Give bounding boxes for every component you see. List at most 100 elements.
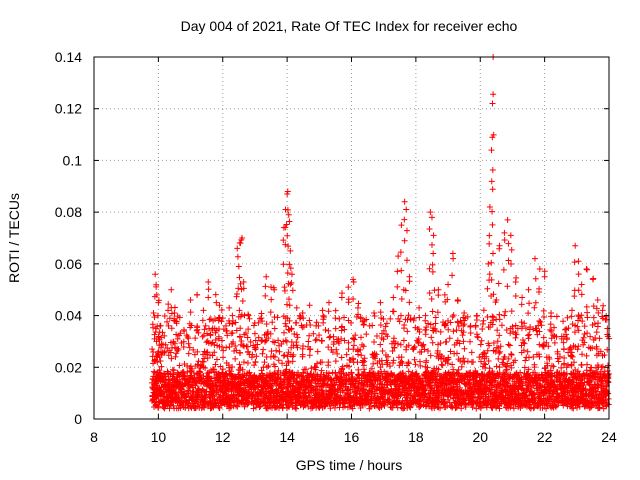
data-point — [578, 281, 585, 288]
data-point — [531, 404, 538, 411]
data-point — [435, 355, 442, 362]
data-point — [480, 307, 487, 314]
data-point — [165, 381, 172, 388]
data-point — [569, 353, 576, 360]
data-point — [472, 394, 479, 401]
data-points — [148, 54, 613, 412]
data-point — [589, 373, 596, 380]
data-point — [152, 356, 159, 363]
data-point — [580, 334, 587, 341]
data-point — [314, 348, 321, 355]
data-point — [154, 312, 161, 319]
data-point — [479, 326, 486, 333]
data-point — [355, 366, 362, 373]
data-point — [256, 404, 263, 411]
data-point — [252, 345, 259, 352]
data-point — [505, 341, 512, 348]
data-point — [325, 344, 332, 351]
data-point — [563, 331, 570, 338]
x-tick-label: 8 — [90, 429, 98, 445]
data-point — [454, 318, 461, 325]
data-point — [604, 367, 611, 374]
data-point — [154, 385, 161, 392]
data-point — [371, 376, 378, 383]
data-point — [599, 315, 606, 322]
data-point — [377, 394, 384, 401]
data-point — [481, 360, 488, 367]
data-point — [195, 358, 202, 365]
data-point — [237, 334, 244, 341]
data-point — [589, 344, 596, 351]
data-point — [272, 377, 279, 384]
data-point — [180, 343, 187, 350]
data-point — [288, 339, 295, 346]
data-point — [158, 363, 165, 370]
data-point — [566, 345, 573, 352]
data-point — [209, 392, 216, 399]
data-point — [380, 327, 387, 334]
data-point — [504, 360, 511, 367]
data-point — [372, 371, 379, 378]
data-point — [420, 341, 427, 348]
data-point — [299, 345, 306, 352]
data-point — [450, 328, 457, 335]
data-point — [461, 358, 468, 365]
data-point — [551, 339, 558, 346]
data-point — [530, 405, 537, 412]
data-point — [486, 365, 493, 372]
data-point — [518, 378, 525, 385]
data-point — [263, 321, 270, 328]
data-point — [302, 366, 309, 373]
data-point — [581, 339, 588, 346]
data-point — [553, 386, 560, 393]
data-point — [227, 404, 234, 411]
data-point — [507, 330, 514, 337]
data-point — [236, 307, 243, 314]
y-tick-label: 0 — [74, 411, 82, 427]
data-point — [480, 385, 487, 392]
data-point — [450, 366, 457, 373]
data-point — [419, 342, 426, 349]
x-tick-label: 22 — [537, 429, 553, 445]
data-point — [404, 362, 411, 369]
data-point — [271, 339, 278, 346]
data-point — [284, 353, 291, 360]
data-point — [525, 397, 532, 404]
data-point — [391, 344, 398, 351]
data-point — [488, 259, 495, 266]
data-point — [222, 388, 229, 395]
data-point — [289, 353, 296, 360]
data-point — [423, 357, 430, 364]
data-point — [204, 355, 211, 362]
data-point — [253, 353, 260, 360]
data-point — [401, 216, 408, 223]
data-point — [244, 334, 251, 341]
data-point — [501, 237, 508, 244]
data-point — [269, 388, 276, 395]
data-point — [427, 209, 434, 216]
data-point — [170, 339, 177, 346]
data-point — [262, 283, 269, 290]
data-point — [206, 316, 213, 323]
data-point — [280, 237, 287, 244]
data-point — [575, 287, 582, 294]
data-point — [583, 303, 590, 310]
data-point — [269, 319, 276, 326]
data-point — [526, 300, 533, 307]
data-point — [195, 329, 202, 336]
data-point — [444, 317, 451, 324]
data-point — [329, 349, 336, 356]
data-point — [325, 308, 332, 315]
data-point — [535, 289, 542, 296]
data-point — [194, 391, 201, 398]
data-point — [212, 337, 219, 344]
data-point — [161, 348, 168, 355]
data-point — [395, 382, 402, 389]
data-point — [427, 352, 434, 359]
data-point — [220, 378, 227, 385]
data-point — [239, 366, 246, 373]
data-point — [281, 287, 288, 294]
data-point — [207, 331, 214, 338]
data-point — [561, 326, 568, 333]
data-point — [390, 357, 397, 364]
